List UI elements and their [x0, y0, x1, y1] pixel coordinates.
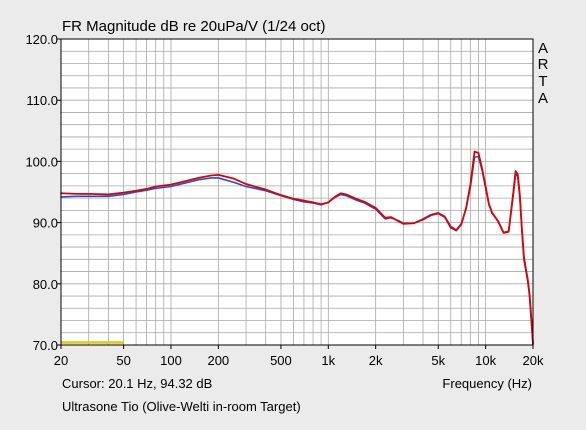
arta-letter-4: A	[538, 90, 548, 107]
x-tick-label: 200	[207, 353, 229, 368]
series-layer	[60, 150, 534, 346]
chart-title: FR Magnitude dB re 20uPa/V (1/24 oct)	[62, 18, 325, 35]
arta-letter-1: A	[538, 40, 548, 57]
y-tick-label: 70.0	[33, 338, 58, 353]
y-tick-label: 120.0	[25, 32, 58, 47]
cursor-readout: Cursor: 20.1 Hz, 94.32 dB	[62, 376, 212, 391]
x-tick-label: 10k	[475, 353, 496, 368]
y-tick-label: 110.0	[26, 93, 58, 108]
x-tick-label: 20k	[523, 353, 544, 368]
plot-frame	[60, 38, 534, 346]
x-axis-label: Frequency (Hz)	[442, 376, 532, 391]
x-tick-label: 5k	[431, 353, 445, 368]
y-tick-label: 100.0	[25, 154, 58, 169]
y-axis-ticks: 70.0 80.0 90.0 100.0 110.0 120.0	[25, 32, 61, 353]
arta-logo: A R T A	[538, 40, 549, 107]
y-tick-label: 90.0	[33, 216, 58, 231]
chart-caption: Ultrasone Tio (Olive-Welti in-room Targe…	[62, 399, 301, 414]
x-tick-label: 100	[160, 353, 182, 368]
y-tick-label: 80.0	[33, 277, 58, 292]
x-tick-label: 2k	[369, 353, 383, 368]
x-axis-ticks: 20 50 100 200 500 1k 2k 5k 10k 20k	[54, 345, 544, 368]
grid	[61, 39, 533, 345]
arta-letter-3: T	[538, 73, 547, 90]
x-tick-label: 1k	[321, 353, 335, 368]
x-tick-label: 20	[54, 353, 68, 368]
series-line-2	[60, 150, 534, 345]
arta-letter-2: R	[538, 56, 549, 73]
x-tick-label: 500	[270, 353, 292, 368]
x-tick-label: 50	[116, 353, 130, 368]
